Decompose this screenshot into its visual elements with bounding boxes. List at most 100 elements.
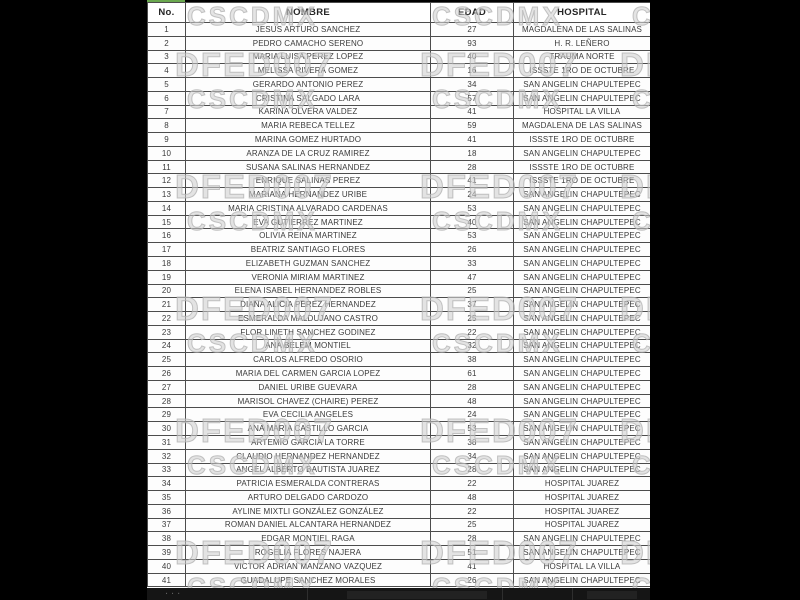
cell-no: 18 [147, 256, 186, 271]
cell-hospital: SAN ANGELIN CHAPULTEPEC [513, 311, 650, 326]
cell-edad: 40 [430, 49, 514, 65]
cell-no: 2 [147, 35, 186, 51]
table-row: 17 BEATRIZ SANTIAGO FLORES 26 SAN ANGELIN C… [147, 242, 650, 258]
cell-no: 39 [147, 545, 186, 560]
cell-nombre: SUSANA SALINAS HERNANDEZ [185, 159, 431, 175]
cell-edad: 24 [430, 187, 514, 202]
cell-no: 14 [147, 200, 186, 216]
column-header-hospital: HOSPITAL [513, 2, 650, 23]
cell-nombre: ELIZABETH GUZMAN SANCHEZ [185, 256, 431, 271]
cell-nombre: MELISSA RIVERA GOMEZ [185, 63, 431, 79]
table-row: 11 SUSANA SALINAS HERNANDEZ 28 ISSSTE 1RO D… [147, 159, 650, 175]
cell-edad: 93 [430, 35, 514, 51]
cell-edad: 16 [430, 63, 514, 79]
table-row: 24 ANA BELEM MONTIEL 32 SAN ANGELIN CHAPULT… [147, 338, 650, 354]
cell-hospital: SAN ANGELIN CHAPULTEPEC [513, 572, 650, 588]
cell-hospital: SAN ANGELIN CHAPULTEPEC [513, 462, 650, 478]
cell-nombre: ANGEL ALBERTO BAUTISTA JUAREZ [185, 462, 431, 478]
table-row: 41 GUADALUPE SANCHEZ MORALES 26 SAN ANGELIN… [147, 572, 650, 588]
cell-edad: 25 [430, 517, 514, 533]
cell-hospital: SAN ANGELIN CHAPULTEPEC [513, 214, 650, 230]
patient-roster-sheet: No. NOMBRE EDAD HOSPITAL 1 JESUS ARTURO S… [147, 2, 650, 588]
cell-hospital: SAN ANGELIN CHAPULTEPEC [513, 421, 650, 436]
cell-edad: 24 [430, 407, 514, 423]
table-row: 14 MARIA CRISTINA ALVARADO CARDENAS 53 SAN … [147, 200, 650, 216]
cell-edad: 59 [430, 118, 514, 134]
cell-nombre: ESMERALDA MALDUJANO CASTRO [185, 311, 431, 326]
cell-hospital: HOSPITAL JUAREZ [513, 517, 650, 533]
cell-nombre: PEDRO CAMACHO SERENO [185, 35, 431, 51]
cell-nombre: MARIA CRISTINA ALVARADO CARDENAS [185, 200, 431, 216]
cell-no: 11 [147, 159, 186, 175]
cell-hospital: HOSPITAL JUAREZ [513, 503, 650, 519]
cell-no: 23 [147, 324, 186, 340]
cell-edad: 41 [430, 104, 514, 120]
cell-no: 9 [147, 132, 186, 147]
cell-no: 7 [147, 104, 186, 120]
cell-hospital: SAN ANGELIN CHAPULTEPEC [513, 434, 650, 450]
cell-nombre: MARINA GOMEZ HURTADO [185, 132, 431, 147]
table-row: 34 PATRICIA ESMERALDA CONTRERAS 22 HOSPITAL… [147, 476, 650, 492]
cell-no: 8 [147, 118, 186, 134]
table-row: 10 ARANZA DE LA CRUZ RAMIREZ 18 SAN ANGELIN… [147, 145, 650, 161]
cell-nombre: ELENA ISABEL HERNANDEZ ROBLES [185, 283, 431, 299]
cell-no: 16 [147, 228, 186, 244]
cell-edad: 26 [430, 242, 514, 258]
table-row: 32 CLAUDIO HERNANDEZ HERNANDEZ 34 SAN ANGEL… [147, 448, 650, 464]
cell-edad: 51 [430, 545, 514, 560]
table-row: 26 MARIA DEL CARMEN GARCIA LOPEZ 61 SAN ANG… [147, 366, 650, 381]
cell-no: 19 [147, 269, 186, 285]
cell-hospital: SAN ANGELIN CHAPULTEPEC [513, 338, 650, 354]
cell-nombre: ROGELIA FLORES NAJERA [185, 545, 431, 560]
cell-hospital: TRAUMA NORTE [513, 49, 650, 65]
cell-hospital: SAN ANGELIN CHAPULTEPEC [513, 545, 650, 560]
cell-nombre: ANA MARIA CASTILLO GARCIA [185, 421, 431, 436]
cell-no: 12 [147, 173, 186, 189]
cell-no: 27 [147, 379, 186, 395]
table-row: 6 CRISTINA SALGADO LARA 57 SAN ANGELIN CHAP… [147, 90, 650, 106]
table-row: 25 CARLOS ALFREDO OSORIO 38 SAN ANGELIN CHA… [147, 352, 650, 368]
cell-edad: 34 [430, 448, 514, 464]
cell-nombre: FLOR LINETH SANCHEZ GODINEZ [185, 324, 431, 340]
cell-nombre: MARISOL CHAVEZ (CHAIRE) PEREZ [185, 393, 431, 409]
cell-hospital: SAN ANGELIN CHAPULTEPEC [513, 242, 650, 258]
cell-hospital: SAN ANGELIN CHAPULTEPEC [513, 187, 650, 202]
cell-hospital: ISSSTE 1RO DE OCTUBRE [513, 159, 650, 175]
cell-nombre: ENRIQUE SALINAS PEREZ [185, 173, 431, 189]
table-row: 1 JESUS ARTURO SANCHEZ 27 MAGDALENA DE LAS … [147, 22, 650, 37]
cell-edad: 25 [430, 283, 514, 299]
table-row: 40 VICTOR ADRIAN MANZANO VAZQUEZ 41 HOSPITA… [147, 558, 650, 574]
cell-edad: 41 [430, 132, 514, 147]
table-row: 28 MARISOL CHAVEZ (CHAIRE) PEREZ 48 SAN ANG… [147, 393, 650, 409]
cell-hospital: SAN ANGELIN CHAPULTEPEC [513, 379, 650, 395]
cell-edad: 18 [430, 145, 514, 161]
cell-nombre: CARLOS ALFREDO OSORIO [185, 352, 431, 368]
cell-hospital: SAN ANGELIN CHAPULTEPEC [513, 90, 650, 106]
cell-edad: 33 [430, 256, 514, 271]
cell-nombre: GERARDO ANTONIO PEREZ [185, 77, 431, 92]
cell-no: 26 [147, 366, 186, 381]
table-row: 39 ROGELIA FLORES NAJERA 51 SAN ANGELIN CHA… [147, 545, 650, 560]
cell-hospital: SAN ANGELIN CHAPULTEPEC [513, 200, 650, 216]
cell-edad: 34 [430, 77, 514, 92]
header-row: No. NOMBRE EDAD HOSPITAL [147, 2, 650, 23]
table-row: 36 AYLINE MIXTLI GONZÁLEZ GONZÁLEZ 22 HOSPI… [147, 503, 650, 519]
selection-tick [147, 0, 185, 2]
column-header-nombre: NOMBRE [185, 2, 431, 23]
cell-nombre: VICTOR ADRIAN MANZANO VAZQUEZ [185, 558, 431, 574]
table-row: 38 EDGAR MONTIEL RAGA 28 SAN ANGELIN CHAPUL… [147, 531, 650, 547]
cell-edad: 25 [430, 311, 514, 326]
table-row: 37 ROMAN DANIEL ALCANTARA HERNANDEZ 25 HOSP… [147, 517, 650, 533]
cell-hospital: SAN ANGELIN CHAPULTEPEC [513, 256, 650, 271]
cell-no: 38 [147, 531, 186, 547]
cell-nombre: MARIA LUISA PEREZ LOPEZ [185, 49, 431, 65]
table-row: 29 EVA CECILIA ANGELES 24 SAN ANGELIN CHAPU… [147, 407, 650, 423]
cell-hospital: HOSPITAL JUAREZ [513, 476, 650, 492]
cell-nombre: EVA GUTIERREZ MARTINEZ [185, 214, 431, 230]
cell-hospital: SAN ANGELIN CHAPULTEPEC [513, 228, 650, 244]
cell-edad: 22 [430, 324, 514, 340]
cell-no: 6 [147, 90, 186, 106]
cell-nombre: EDGAR MONTIEL RAGA [185, 531, 431, 547]
table-row: 23 FLOR LINETH SANCHEZ GODINEZ 22 SAN ANGEL… [147, 324, 650, 340]
cell-nombre: GUADALUPE SANCHEZ MORALES [185, 572, 431, 588]
